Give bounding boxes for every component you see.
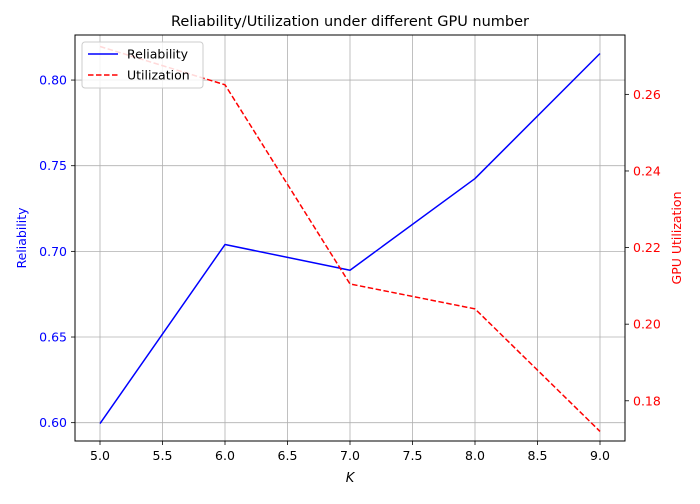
x-tick-label: 7.0 [340, 448, 360, 463]
y-right-tick-label: 0.24 [633, 163, 661, 178]
series-line-reliability [99, 52, 601, 424]
x-tick-label: 5.5 [153, 448, 173, 463]
x-tick-label: 7.5 [403, 448, 423, 463]
y-left-tick-label: 0.65 [39, 330, 67, 345]
series-layer [99, 45, 601, 432]
x-tick-label: 6.0 [215, 448, 235, 463]
y-right-tick-label: 0.26 [633, 87, 661, 102]
y-left-tick-label: 0.60 [39, 415, 67, 430]
y-axis-label-right: GPU Utilization [669, 192, 684, 285]
x-tick-label: 8.5 [528, 448, 548, 463]
y-right-tick-label: 0.20 [633, 317, 661, 332]
x-tick-label: 9.0 [590, 448, 610, 463]
chart-title: Reliability/Utilization under different … [171, 14, 529, 30]
y-left-tick-label: 0.75 [39, 158, 67, 173]
grid-lines [75, 35, 625, 441]
y-left-tick-label: 0.70 [39, 244, 67, 259]
axis-ticks: 5.0 5.5 6.0 6.5 7.0 7.5 8.0 8.5 9.0 0.60 0.65 0.70 0… [39, 73, 661, 463]
legend: Reliability Utilization [81, 41, 204, 89]
y-right-tick-label: 0.22 [633, 240, 661, 255]
y-right-tick-label: 0.18 [633, 393, 661, 408]
x-tick-label: 5.0 [90, 448, 110, 463]
legend-label-reliability: Reliability [127, 47, 189, 62]
y-left-tick-label: 0.80 [39, 73, 67, 88]
y-axis-label-left: Reliability [14, 207, 29, 269]
x-tick-label: 8.0 [465, 448, 485, 463]
x-axis-label: K [346, 471, 356, 486]
legend-label-utilization: Utilization [127, 68, 190, 83]
x-tick-label: 6.5 [278, 448, 298, 463]
